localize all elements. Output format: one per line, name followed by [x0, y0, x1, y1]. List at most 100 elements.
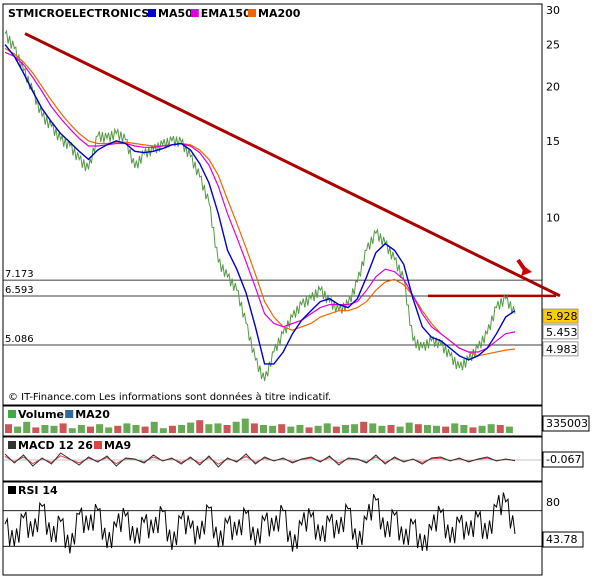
- legend-swatch: [8, 486, 16, 494]
- volume-bar: [278, 424, 286, 433]
- volume-bar: [232, 421, 240, 433]
- volume-bar: [68, 428, 76, 433]
- volume-bar: [159, 428, 167, 433]
- volume-bar: [405, 422, 413, 433]
- value-box: [542, 308, 579, 324]
- value-box-label: 5.453: [546, 326, 578, 339]
- volume-bar: [369, 423, 377, 433]
- volume-bar: [141, 426, 149, 433]
- level-label: 5.086: [5, 334, 34, 345]
- legend-swatch: [190, 9, 199, 17]
- value-box: [542, 324, 579, 340]
- volume-bar: [287, 426, 295, 433]
- price-tick-label: 30: [546, 4, 560, 17]
- volume-bar: [150, 421, 158, 433]
- legend-swatch: [94, 441, 102, 449]
- volume-value: 335003: [546, 417, 588, 430]
- volume-bar: [114, 425, 122, 433]
- volume-bar: [351, 424, 359, 433]
- volume-bar: [332, 426, 340, 433]
- legend-swatch: [148, 9, 156, 17]
- level-label: 7.173: [5, 269, 34, 280]
- price-series: [4, 29, 561, 382]
- volume-bar: [496, 425, 504, 433]
- volume-bar: [96, 424, 104, 433]
- legend-entry: MA200: [258, 7, 301, 20]
- volume-bar: [178, 425, 186, 433]
- legend-swatch: [248, 9, 256, 17]
- rsi-axis: 80: [546, 496, 560, 509]
- legend-entry: RSI 14: [18, 484, 58, 497]
- volume-bar: [442, 426, 450, 433]
- volume-bars: [5, 418, 513, 433]
- volume-bar: [59, 423, 67, 433]
- macd-value-box: [542, 451, 584, 468]
- volume-bar: [487, 424, 495, 433]
- volume-bar: [378, 425, 386, 433]
- legend-entry: MA20: [75, 408, 110, 421]
- volume-bar: [77, 425, 85, 433]
- value-box-label: 5.928: [546, 310, 578, 323]
- volume-bar: [187, 422, 195, 433]
- legend-entry: EMA150: [201, 7, 251, 20]
- volume-bar: [360, 421, 368, 433]
- volume-bar: [323, 423, 331, 433]
- volume-bar: [451, 423, 459, 433]
- legend-entry: MACD 12 26: [18, 439, 93, 452]
- volume-bar: [105, 427, 113, 433]
- macd-line: [4, 452, 516, 468]
- ma200-line: [4, 47, 516, 357]
- rsi-tick-label: 80: [546, 496, 560, 509]
- price-tick-label: 20: [546, 81, 560, 94]
- price-tick-label: 10: [546, 211, 560, 224]
- volume-bar: [396, 426, 404, 433]
- price-axis: 30 25 20 15 10: [546, 4, 560, 224]
- volume-bar: [41, 425, 49, 433]
- volume-bar: [205, 424, 213, 433]
- legend-swatch: [8, 410, 16, 418]
- ma50-line: [4, 44, 516, 365]
- volume-bar: [14, 426, 22, 433]
- volume-bar: [86, 426, 94, 433]
- volume-bar: [460, 425, 468, 433]
- volume-bar: [23, 421, 31, 433]
- price-tick-label: 25: [546, 39, 560, 52]
- down-arrow-icon: [516, 258, 532, 276]
- volume-bar: [123, 423, 131, 433]
- volume-bar: [423, 425, 431, 433]
- rsi-value-box: [542, 531, 584, 548]
- rsi-legend: RSI 14: [8, 484, 58, 497]
- volume-bar: [269, 425, 277, 433]
- price-tick-label: 15: [546, 135, 560, 148]
- volume-bar: [223, 425, 231, 433]
- footer-note: © IT-Finance.com Les informations sont d…: [8, 391, 331, 403]
- volume-bar: [296, 425, 304, 433]
- rsi-lines: [3, 492, 542, 554]
- volume-bar: [250, 423, 258, 433]
- chart-title: STMICROELECTRONICS: [8, 7, 149, 20]
- macd-legend: MACD 12 26 MA9: [8, 439, 131, 452]
- volume-bar: [214, 423, 222, 433]
- volume-value-box: [542, 415, 590, 432]
- value-box: [542, 341, 579, 357]
- volume-bar: [305, 427, 313, 433]
- trendline: [24, 32, 561, 298]
- rsi-line: [4, 492, 516, 554]
- volume-bar: [478, 425, 486, 433]
- macd-value: -0.067: [546, 453, 581, 466]
- volume-bar: [168, 425, 176, 433]
- rsi-value: 43.78: [546, 533, 578, 546]
- macd-lines: [3, 452, 542, 468]
- volume-bar: [260, 425, 267, 433]
- volume-bar: [341, 425, 349, 433]
- legend-entry: MA50: [158, 7, 193, 20]
- value-box-label: 4.983: [546, 343, 578, 356]
- volume-bar: [387, 425, 395, 433]
- volume-bar: [196, 420, 204, 433]
- volume-bar: [505, 426, 513, 433]
- legend: MA50 EMA150 MA200: [148, 7, 301, 20]
- price-pane: [2, 3, 543, 406]
- volume-bar: [433, 425, 441, 433]
- volume-bar: [5, 424, 12, 433]
